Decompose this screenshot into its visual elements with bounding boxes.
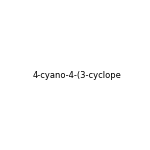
Text: 4-cyano-4-(3-cyclope: 4-cyano-4-(3-cyclope [32, 71, 121, 80]
